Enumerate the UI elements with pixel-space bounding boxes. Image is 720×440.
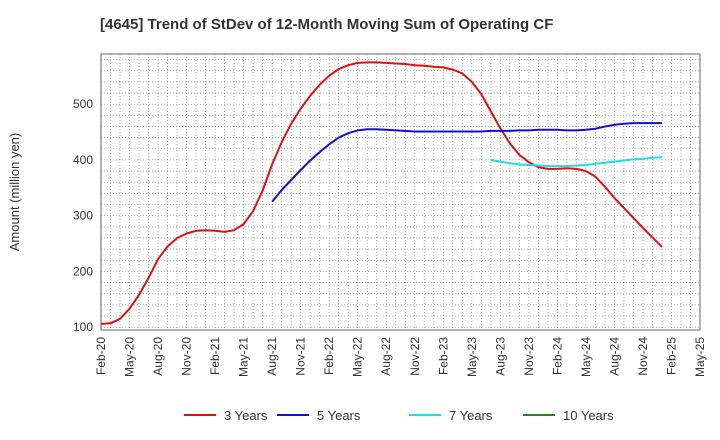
legend-label: 3 Years (224, 408, 268, 423)
x-tick-label: May-24 (579, 337, 593, 377)
x-tick-label: May-23 (465, 337, 479, 377)
x-tick-label: May-20 (123, 337, 137, 377)
y-tick-labels: 100 200 300 400 500 (73, 97, 93, 334)
x-tick-label: Feb-25 (664, 337, 678, 375)
legend-item: 10 Years (523, 408, 614, 423)
series-lines (100, 61, 663, 325)
x-tick-label: Feb-22 (322, 337, 336, 375)
x-tick-label: Feb-20 (94, 337, 108, 375)
y-tick-label: 100 (73, 320, 93, 334)
x-tick-label: Aug-22 (379, 337, 393, 376)
legend-label: 7 Years (449, 408, 493, 423)
x-tick-label: Aug-21 (265, 337, 279, 376)
x-tick-label: May-25 (693, 337, 707, 377)
x-tick-label: Nov-22 (408, 337, 422, 376)
vertical-gridlines (110, 54, 691, 330)
legend-item: 3 Years (184, 408, 268, 423)
x-tick-label: Feb-23 (436, 337, 450, 375)
x-tick-label: Feb-21 (208, 337, 222, 375)
horizontal-gridlines (101, 59, 700, 328)
series-line (100, 61, 663, 325)
x-tick-label: Nov-21 (294, 337, 308, 376)
y-tick-label: 500 (73, 97, 93, 111)
series-line (271, 122, 662, 203)
y-tick-label: 300 (73, 209, 93, 223)
x-tick-label: Feb-24 (550, 337, 564, 375)
legend-item: 7 Years (409, 408, 493, 423)
x-tick-labels: Feb-20 May-20 Aug-20 Nov-20 Feb-21 May-21 Aug-… (94, 337, 707, 377)
legend-label: 10 Years (563, 408, 614, 423)
y-tick-label: 400 (73, 153, 93, 167)
x-tick-label: Aug-24 (607, 337, 621, 376)
x-tick-label: Nov-23 (522, 337, 536, 376)
y-tick-label: 200 (73, 264, 93, 278)
legend: 3 Years 5 Years 7 Years 10 Years (184, 408, 614, 423)
legend-label: 5 Years (317, 408, 361, 423)
y-axis-title: Amount (million yen) (7, 133, 22, 252)
series-line (490, 156, 663, 168)
x-tick-label: May-21 (237, 337, 251, 377)
x-tick-label: Nov-20 (180, 337, 194, 376)
x-tick-label: Aug-20 (151, 337, 165, 376)
plot-area (101, 54, 700, 330)
x-tick-label: Aug-23 (493, 337, 507, 376)
legend-item: 5 Years (277, 408, 361, 423)
x-tick-label: Nov-24 (636, 337, 650, 376)
x-tick-label: May-22 (351, 337, 365, 377)
plot-border (100, 53, 701, 331)
chart-title: [4645] Trend of StDev of 12-Month Moving… (100, 16, 553, 33)
